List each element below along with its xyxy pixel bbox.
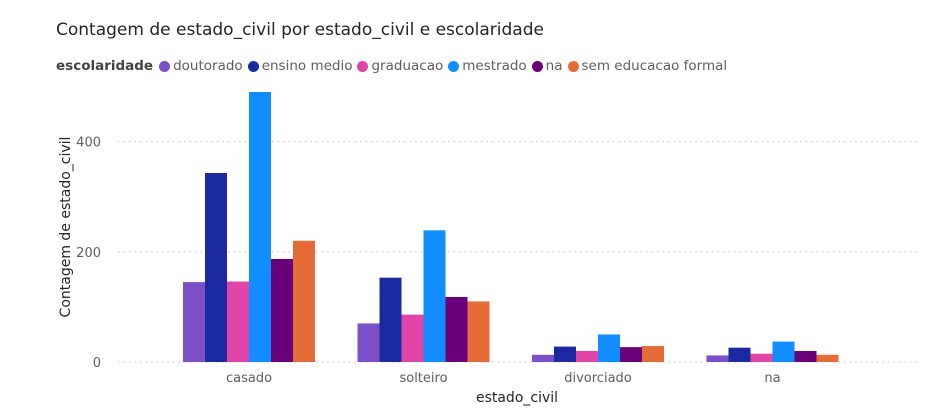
- bar-mestrado-na: [772, 341, 795, 362]
- bar-mestrado-solteiro: [423, 230, 446, 362]
- x-axis-title: estado_civil: [476, 390, 558, 406]
- bar-sem-educacao-formal-casado: [293, 240, 315, 362]
- bar-ensino-medio-divorciado: [554, 346, 576, 362]
- bar-sem-educacao-formal-divorciado: [642, 346, 664, 362]
- legend-swatch: [531, 60, 543, 72]
- chart-title: Contagem de estado_civil por estado_civi…: [56, 20, 544, 40]
- legend-title: escolaridade: [56, 58, 154, 74]
- y-axis-title: Contagem de estado_civil: [58, 137, 74, 318]
- bar-na-na: [794, 350, 817, 362]
- y-tick-label: 400: [76, 136, 101, 151]
- x-tick-label: na: [764, 371, 780, 386]
- bar-graduacao-na: [750, 353, 773, 362]
- bar-mestrado-casado: [249, 92, 271, 362]
- legend-swatch: [247, 60, 259, 72]
- bar-ensino-medio-na: [728, 347, 751, 362]
- x-tick-label: casado: [226, 371, 272, 386]
- legend-item-4[interactable]: na: [531, 58, 563, 74]
- bar-ensino-medio-solteiro: [379, 277, 402, 362]
- bar-ensino-medio-casado: [205, 173, 227, 362]
- legend-item-2[interactable]: graduacao: [357, 58, 443, 74]
- legend-swatch: [567, 60, 579, 72]
- legend-label: ensino medio: [261, 58, 353, 74]
- bar-graduacao-divorciado: [576, 350, 598, 362]
- bar-na-casado: [271, 258, 293, 362]
- chart-legend: escolaridade doutorado ensino medio gradua…: [56, 58, 732, 74]
- bar-graduacao-casado: [227, 281, 249, 362]
- legend-swatch: [159, 60, 171, 72]
- bar-doutorado-divorciado: [532, 354, 554, 362]
- y-tick-label: 0: [93, 356, 101, 371]
- legend-label: na: [545, 58, 563, 74]
- y-tick-label: 200: [76, 246, 101, 261]
- legend-item-5[interactable]: sem educacao formal: [567, 58, 728, 74]
- bar-graduacao-solteiro: [401, 314, 424, 362]
- legend-item-1[interactable]: ensino medio: [247, 58, 353, 74]
- legend-swatch: [357, 60, 369, 72]
- legend-label: sem educacao formal: [581, 58, 728, 74]
- legend-swatch: [448, 60, 460, 72]
- bar-mestrado-divorciado: [598, 334, 620, 362]
- legend-label: mestrado: [462, 58, 527, 74]
- legend-label: graduacao: [371, 58, 444, 74]
- x-tick-label: divorciado: [564, 371, 632, 386]
- bar-na-solteiro: [445, 296, 468, 362]
- bar-doutorado-solteiro: [357, 323, 380, 362]
- bar-doutorado-casado: [183, 282, 205, 362]
- bar-doutorado-na: [706, 355, 729, 362]
- legend-label: doutorado: [173, 58, 243, 74]
- bar-na-divorciado: [620, 347, 642, 362]
- legend-item-3[interactable]: mestrado: [448, 58, 527, 74]
- x-tick-label: solteiro: [399, 371, 447, 386]
- legend-item-0[interactable]: doutorado: [159, 58, 243, 74]
- bar-sem-educacao-formal-na: [816, 354, 839, 362]
- bar-sem-educacao-formal-solteiro: [467, 301, 490, 362]
